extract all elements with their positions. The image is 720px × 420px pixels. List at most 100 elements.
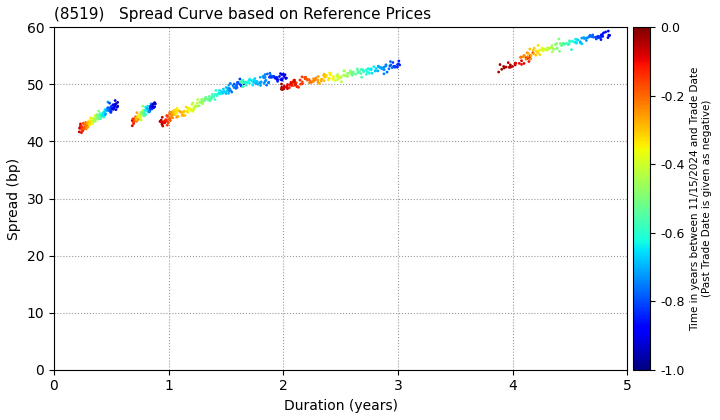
Point	[205, 96, 217, 102]
Point	[515, 54, 526, 61]
Point	[285, 80, 297, 87]
Point	[336, 79, 347, 85]
Point	[189, 105, 200, 111]
Point	[197, 100, 208, 107]
Point	[169, 111, 181, 118]
Point	[310, 75, 322, 81]
Point	[138, 108, 150, 115]
Point	[89, 112, 101, 119]
Point	[341, 72, 353, 79]
Point	[102, 106, 114, 113]
Point	[577, 34, 589, 41]
Point	[235, 82, 247, 89]
Point	[105, 103, 117, 110]
Point	[101, 107, 112, 113]
Point	[603, 28, 614, 34]
Point	[88, 115, 99, 121]
Point	[254, 74, 266, 81]
Point	[272, 78, 284, 85]
Point	[356, 74, 367, 81]
Point	[346, 71, 357, 77]
Point	[85, 119, 96, 126]
Point	[372, 63, 384, 69]
Point	[263, 79, 274, 86]
Point	[91, 114, 102, 121]
Point	[86, 116, 98, 123]
Point	[86, 115, 98, 122]
Point	[161, 113, 173, 119]
Point	[234, 76, 246, 82]
Point	[500, 64, 512, 71]
Point	[275, 70, 287, 77]
Point	[351, 66, 363, 72]
Point	[379, 66, 390, 73]
Point	[576, 40, 588, 47]
Point	[548, 46, 559, 53]
Text: (8519)   Spread Curve based on Reference Prices: (8519) Spread Curve based on Reference P…	[54, 7, 431, 22]
Point	[316, 76, 328, 83]
Point	[394, 62, 405, 68]
Point	[96, 113, 107, 119]
Point	[387, 59, 399, 66]
Point	[78, 120, 89, 126]
Point	[564, 38, 575, 45]
Point	[597, 31, 608, 38]
Point	[130, 113, 141, 120]
Point	[77, 126, 89, 133]
Point	[285, 82, 297, 89]
Point	[587, 32, 598, 38]
Point	[161, 117, 172, 123]
Point	[181, 104, 192, 110]
Point	[96, 112, 108, 119]
Point	[575, 39, 586, 45]
Point	[302, 77, 313, 84]
Point	[189, 102, 201, 109]
Point	[586, 34, 598, 40]
Point	[129, 116, 140, 123]
Point	[563, 41, 575, 47]
Point	[209, 96, 220, 103]
Point	[164, 115, 176, 122]
Point	[214, 87, 225, 94]
Point	[140, 105, 152, 112]
Point	[498, 63, 509, 70]
Point	[137, 103, 148, 110]
Point	[527, 50, 539, 56]
Point	[143, 108, 155, 115]
Point	[235, 83, 247, 89]
Point	[590, 34, 602, 40]
Point	[97, 112, 109, 119]
Point	[246, 77, 258, 84]
Point	[98, 114, 109, 121]
Point	[76, 123, 87, 129]
Point	[393, 58, 405, 64]
Point	[327, 76, 338, 83]
Point	[288, 80, 300, 87]
Point	[537, 47, 549, 54]
Point	[516, 61, 527, 68]
Point	[232, 79, 243, 86]
Point	[127, 118, 139, 125]
Point	[134, 113, 145, 120]
Point	[534, 47, 545, 54]
Point	[171, 106, 182, 113]
Point	[86, 115, 97, 122]
Point	[272, 76, 284, 83]
Point	[288, 77, 300, 84]
Point	[369, 68, 381, 74]
Point	[365, 66, 377, 73]
Point	[81, 119, 93, 126]
Point	[220, 89, 231, 95]
Point	[244, 80, 256, 87]
Point	[323, 76, 334, 83]
Point	[342, 70, 354, 76]
Point	[276, 81, 287, 87]
Point	[564, 37, 575, 44]
Point	[95, 111, 107, 118]
Point	[179, 112, 191, 119]
Point	[524, 52, 536, 59]
Point	[159, 118, 171, 124]
Point	[580, 35, 592, 42]
Point	[149, 103, 161, 110]
Point	[98, 110, 109, 116]
